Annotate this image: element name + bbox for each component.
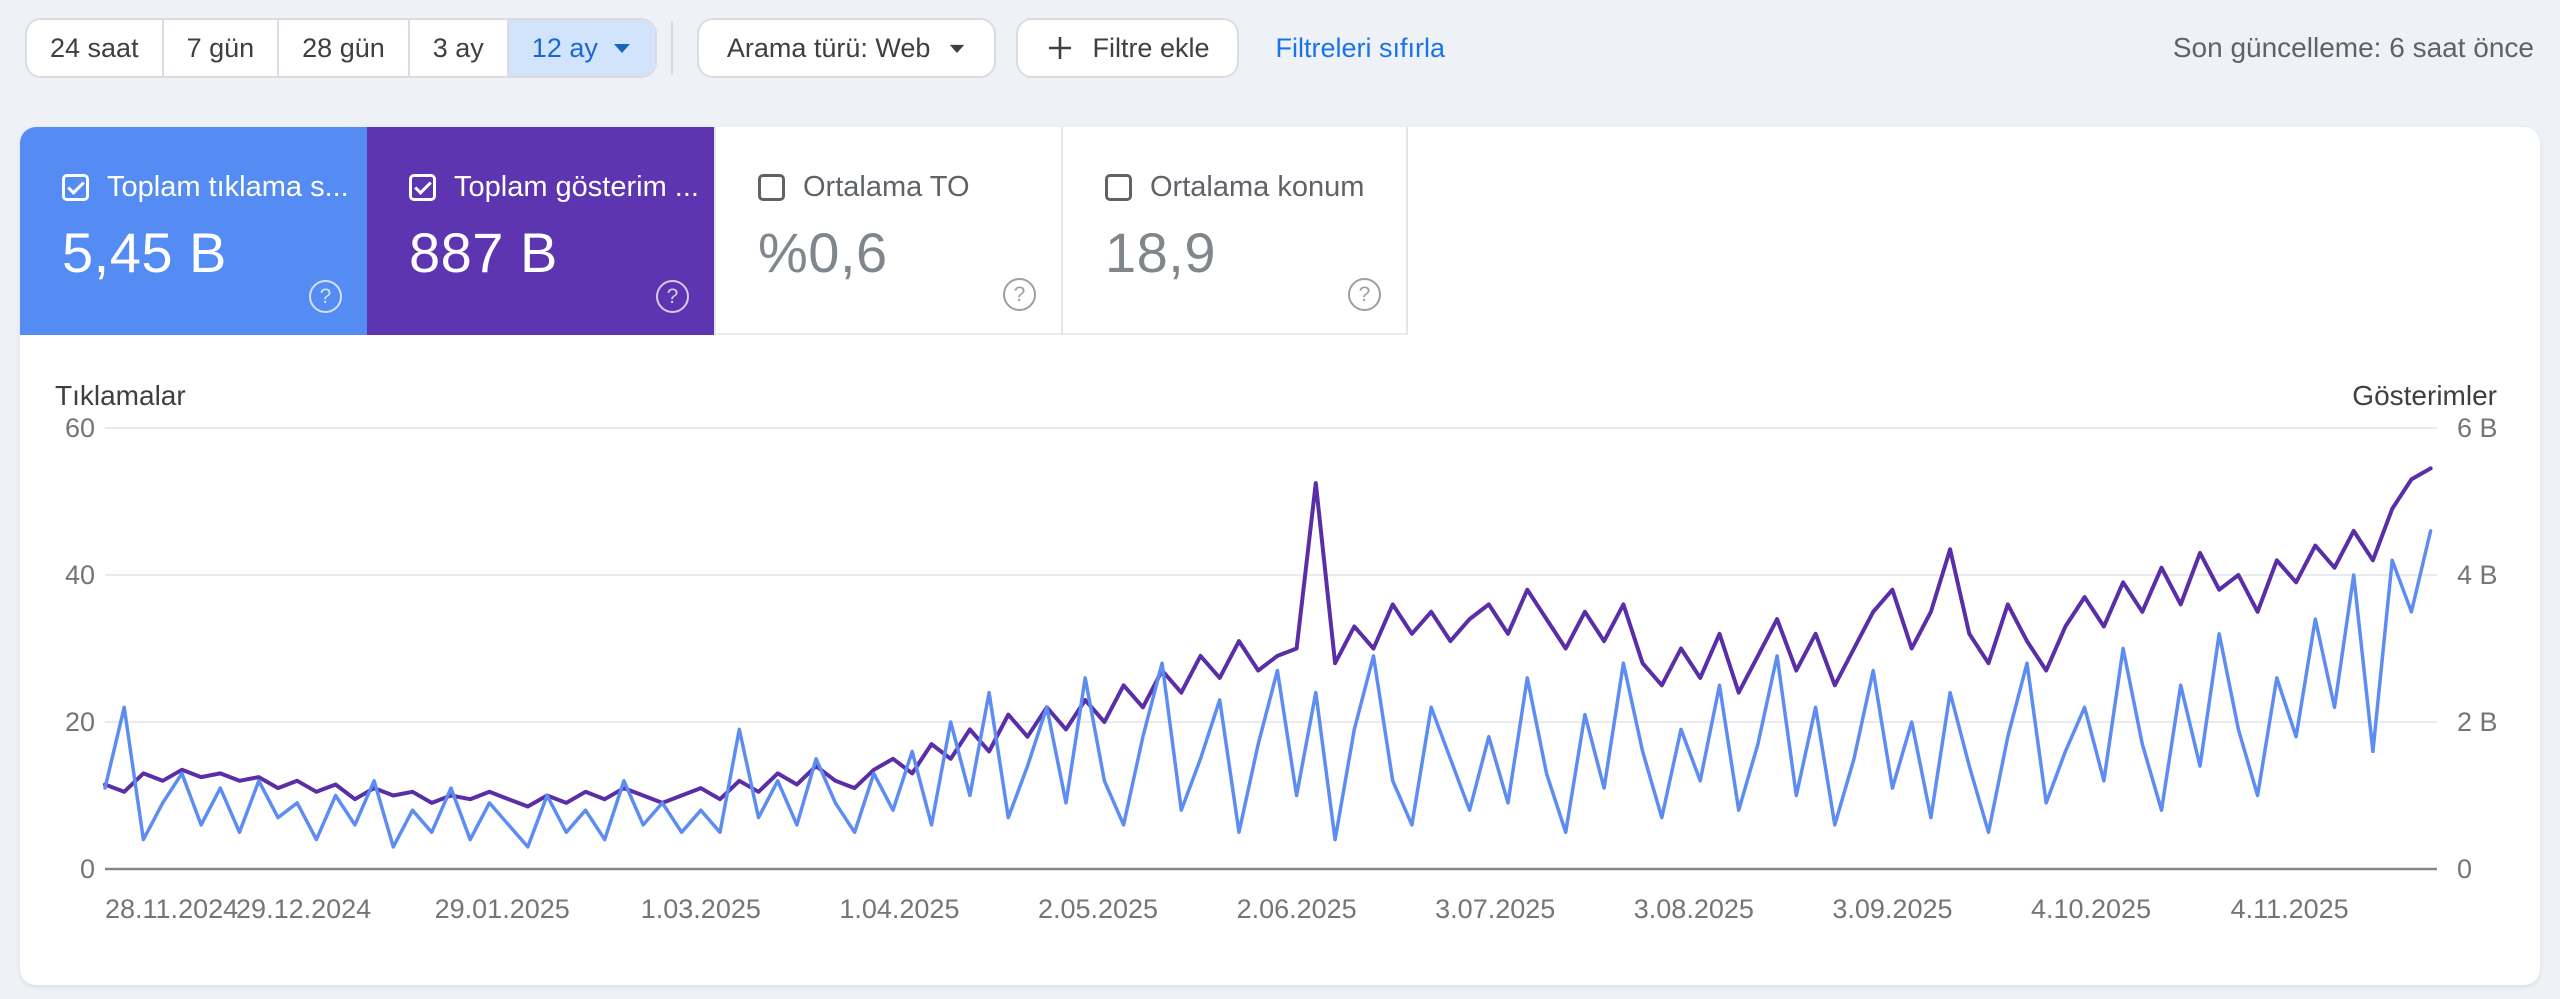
- date-range-7d[interactable]: 7 gün: [161, 20, 278, 76]
- average-ctr-value: %0,6: [758, 221, 888, 284]
- x-tick-label: 2.06.2025: [1237, 894, 1357, 924]
- date-range-28d[interactable]: 28 gün: [277, 20, 408, 76]
- right-tick-label: 2 B: [2457, 707, 2498, 737]
- x-tick-label: 3.07.2025: [1435, 894, 1555, 924]
- total-impressions-value: 887 B: [409, 221, 558, 284]
- performance-chart: Tıklamalar Gösterimler 0 0 20 2 B 40 4 B 60 6 B 28…: [20, 335, 2540, 985]
- last-update-text: Son güncelleme: 6 saat önce: [2172, 32, 2534, 63]
- search-type-button[interactable]: Arama türü: Web: [696, 18, 997, 78]
- search-type-label: Arama türü: Web: [726, 32, 931, 63]
- card-label: Ortalama TO: [803, 171, 970, 203]
- average-ctr-checkbox[interactable]: [758, 174, 785, 201]
- x-tick-label: 4.11.2025: [2231, 894, 2349, 924]
- left-tick-label: 20: [65, 707, 95, 737]
- right-tick-label: 6 B: [2457, 413, 2498, 443]
- x-tick-label: 1.04.2025: [839, 894, 959, 924]
- help-icon[interactable]: ?: [656, 280, 689, 313]
- card-total-impressions[interactable]: Toplam gösterim ... 887 B ?: [367, 127, 714, 335]
- left-tick-label: 0: [80, 854, 95, 884]
- date-range-24h[interactable]: 24 saat: [27, 20, 162, 76]
- card-total-clicks[interactable]: Toplam tıklama s... 5,45 B ?: [20, 127, 367, 335]
- x-tick-label: 29.01.2025: [435, 894, 570, 924]
- card-label: Toplam tıklama s...: [107, 171, 349, 203]
- date-range-picker: 24 saat 7 gün 28 gün 3 ay 12 ay: [25, 18, 657, 78]
- help-icon[interactable]: ?: [1348, 278, 1381, 311]
- help-icon[interactable]: ?: [1003, 278, 1036, 311]
- left-axis-title: Tıklamalar: [55, 380, 186, 411]
- chevron-down-icon: [613, 44, 630, 53]
- card-label: Toplam gösterim ...: [454, 171, 699, 203]
- x-tick-label: 29.12.2024: [236, 894, 371, 924]
- average-position-checkbox[interactable]: [1105, 174, 1132, 201]
- date-range-3m[interactable]: 3 ay: [407, 20, 507, 76]
- card-label: Ortalama konum: [1150, 171, 1365, 203]
- chart-svg[interactable]: Tıklamalar Gösterimler 0 0 20 2 B 40 4 B 60 6 B 28…: [20, 335, 2540, 985]
- toolbar-divider: [670, 21, 673, 75]
- right-tick-label: 0: [2457, 854, 2472, 884]
- total-clicks-checkbox[interactable]: [62, 174, 89, 201]
- chevron-down-icon: [950, 44, 965, 53]
- left-tick-label: 40: [65, 560, 95, 590]
- x-tick-label: 3.08.2025: [1634, 894, 1754, 924]
- plus-icon: [1049, 37, 1072, 59]
- clicks-line: [103, 529, 2433, 849]
- metric-cards: Toplam tıklama s... 5,45 B ? Toplam göst…: [20, 127, 2540, 335]
- x-tick-label: 1.03.2025: [641, 894, 761, 924]
- average-position-value: 18,9: [1105, 221, 1216, 284]
- left-tick-label: 60: [65, 413, 95, 443]
- right-tick-label: 4 B: [2457, 560, 2498, 590]
- card-average-ctr[interactable]: Ortalama TO %0,6 ?: [714, 127, 1061, 335]
- x-tick-label: 3.09.2025: [1832, 894, 1952, 924]
- total-clicks-value: 5,45 B: [62, 221, 227, 284]
- impressions-line: [103, 466, 2433, 809]
- toolbar: 24 saat 7 gün 28 gün 3 ay 12 ay Arama tü…: [0, 0, 2560, 78]
- x-tick-label: 2.05.2025: [1038, 894, 1158, 924]
- add-filter-label: Filtre ekle: [1092, 32, 1210, 63]
- add-filter-button[interactable]: Filtre ekle: [1016, 18, 1240, 78]
- date-range-12m-label: 12 ay: [531, 32, 598, 63]
- performance-panel: Toplam tıklama s... 5,45 B ? Toplam göst…: [20, 127, 2540, 985]
- total-impressions-checkbox[interactable]: [409, 174, 436, 201]
- card-average-position[interactable]: Ortalama konum 18,9 ?: [1061, 127, 1408, 335]
- x-tick-label: 28.11.2024: [105, 894, 238, 924]
- x-tick-label: 4.10.2025: [2031, 894, 2151, 924]
- date-range-12m[interactable]: 12 ay: [506, 20, 655, 76]
- help-icon[interactable]: ?: [309, 280, 342, 313]
- reset-filters-link[interactable]: Filtreleri sıfırla: [1275, 32, 1445, 63]
- right-axis-title: Gösterimler: [2352, 380, 2497, 411]
